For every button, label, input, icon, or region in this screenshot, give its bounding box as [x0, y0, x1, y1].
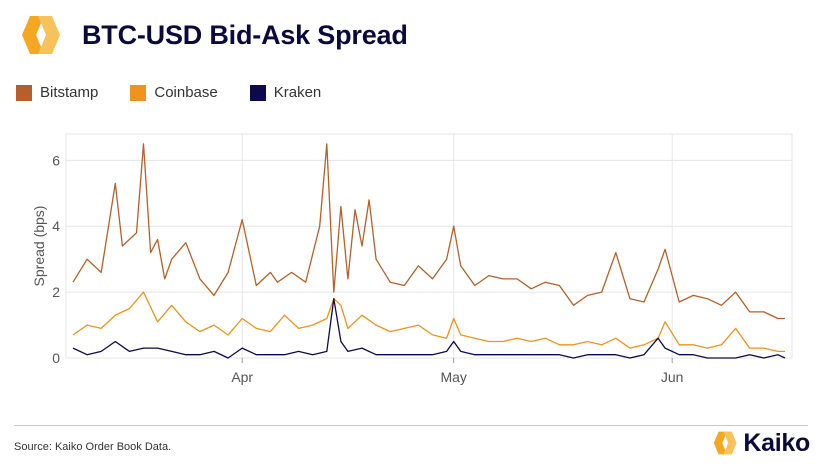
y-tick-label: 6 — [52, 152, 60, 168]
chart-legend: Bitstamp Coinbase Kraken — [16, 84, 353, 101]
legend-label-coinbase: Coinbase — [154, 84, 218, 101]
footer-divider — [14, 425, 808, 426]
kaiko-logo-icon — [714, 431, 738, 455]
legend-swatch-coinbase — [130, 84, 147, 101]
series-line-bitstamp — [72, 143, 785, 320]
brand-name: Kaiko — [743, 428, 810, 457]
series-line-kraken — [72, 298, 786, 359]
footer-brand: Kaiko — [709, 428, 810, 458]
series-line-coinbase — [72, 291, 785, 353]
legend-item-kraken[interactable]: Kraken — [249, 84, 322, 101]
page-title: BTC-USD Bid-Ask Spread — [82, 20, 408, 50]
legend-swatch-bitstamp — [16, 84, 32, 101]
legend-item-coinbase[interactable]: Coinbase — [130, 84, 218, 101]
legend-swatch-kraken — [249, 84, 266, 101]
plot-area — [65, 133, 793, 359]
legend-label-kraken: Kraken — [273, 84, 322, 101]
y-tick-label: 2 — [52, 284, 60, 300]
x-tick-label: Apr — [231, 369, 253, 385]
y-axis-label: Spread (bps) — [31, 206, 47, 287]
x-tick-label: May — [440, 369, 466, 385]
y-tick-label: 0 — [52, 350, 60, 366]
legend-label-bitstamp: Bitstamp — [40, 84, 99, 101]
x-tick-label: Jun — [661, 369, 684, 385]
legend-item-bitstamp[interactable]: Bitstamp — [16, 84, 98, 101]
y-tick-label: 4 — [52, 218, 60, 234]
source-note: Source: Kaiko Order Book Data. — [14, 441, 172, 453]
kaiko-logo-icon — [22, 16, 60, 54]
